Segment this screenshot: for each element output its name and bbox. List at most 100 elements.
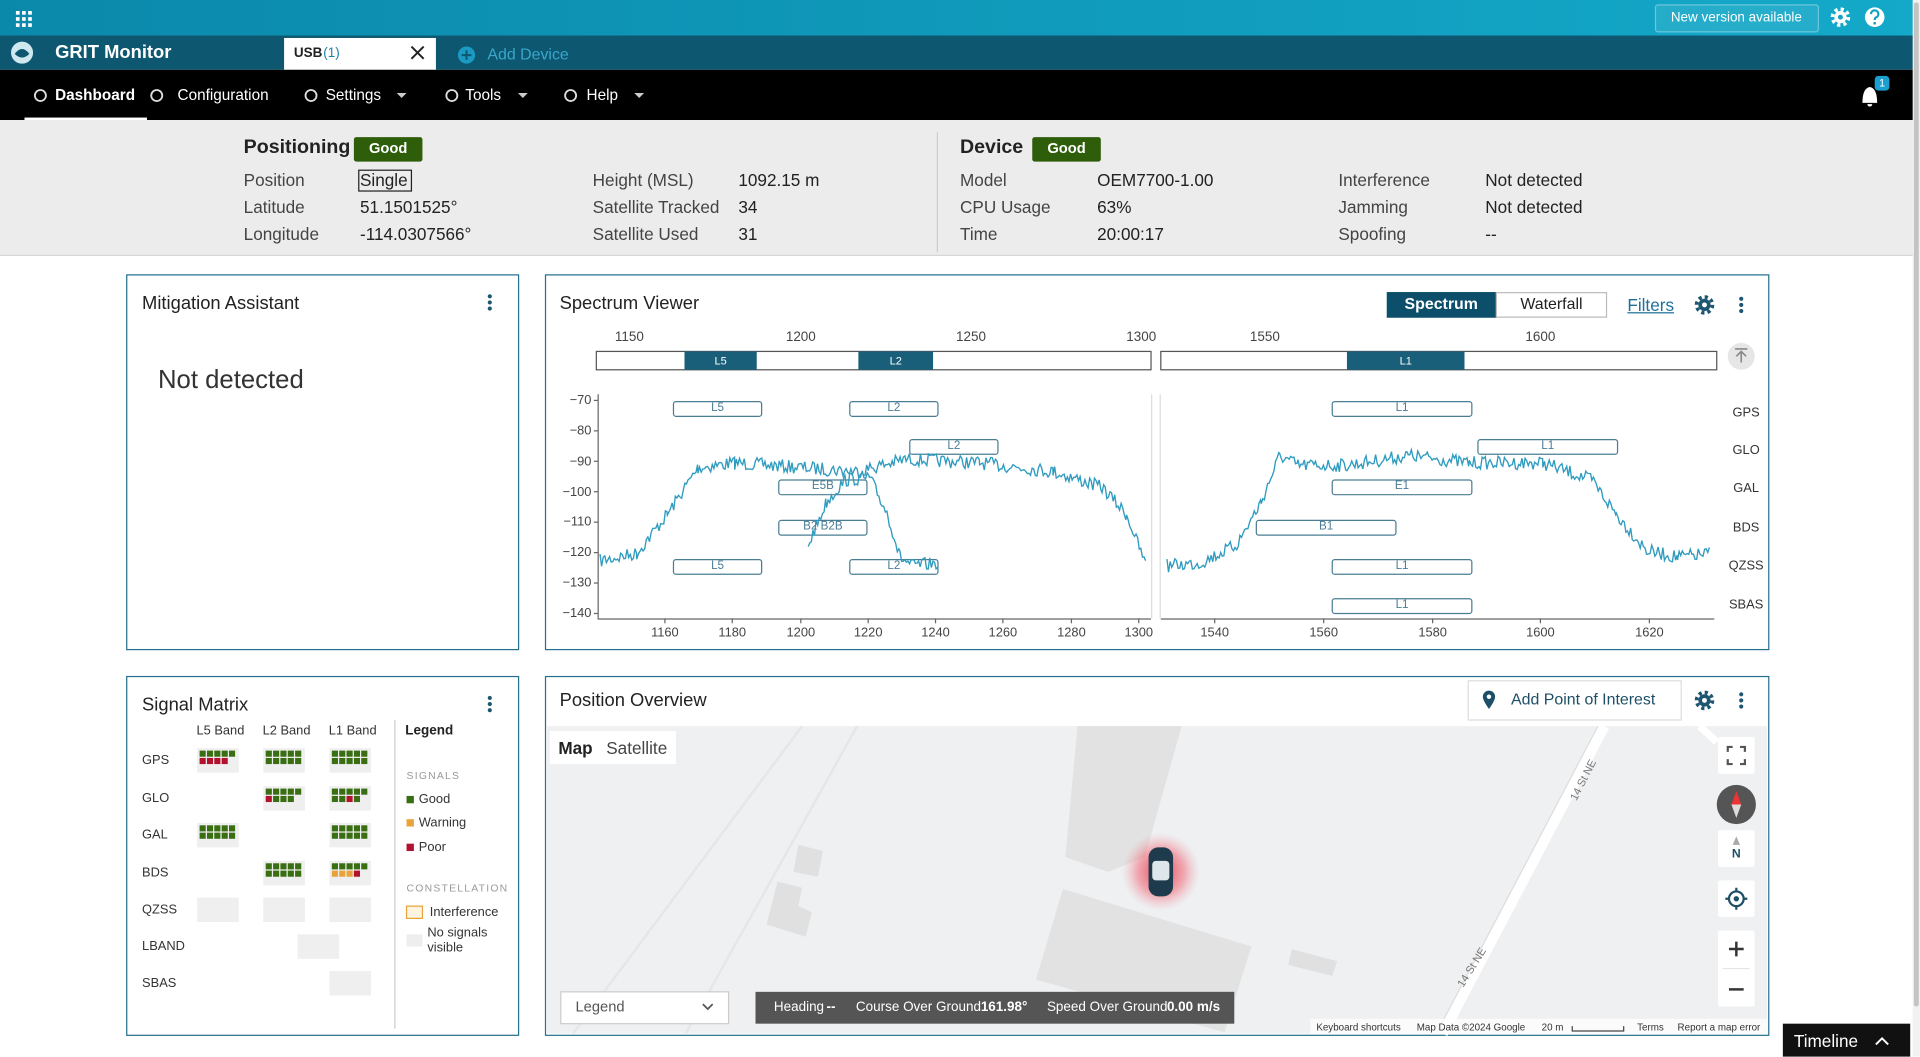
signal-square	[295, 863, 301, 869]
signal-square	[347, 751, 353, 757]
field-label: Satellite Used	[593, 224, 699, 244]
signal-square	[273, 863, 279, 869]
apps-icon-dot[interactable]	[16, 11, 20, 15]
timeline-text[interactable]: Timeline	[1794, 1031, 1858, 1051]
status-title: Device	[960, 137, 1023, 160]
kebab-dot[interactable]	[488, 306, 492, 310]
signal-square	[288, 863, 294, 869]
kebab-dot[interactable]	[1739, 698, 1743, 702]
signal-square	[214, 833, 220, 839]
field-label: Interference	[1338, 170, 1429, 190]
map-type[interactable]: Satellite	[606, 738, 667, 758]
device-tab-name[interactable]: USB	[294, 46, 322, 61]
signal-square	[339, 796, 345, 802]
add-device-text[interactable]: Add Device	[487, 46, 568, 64]
kebab-dot[interactable]	[1739, 297, 1743, 301]
overview-tick: 1550	[1250, 330, 1280, 345]
signal-square	[354, 789, 360, 795]
x-tick-label: 1220	[854, 626, 883, 641]
mode-button-text[interactable]: Spectrum	[1405, 296, 1478, 314]
signal-square	[288, 871, 294, 877]
field-label: Latitude	[244, 197, 305, 217]
device-tab-count[interactable]: (1)	[323, 46, 339, 61]
kebab-dot[interactable]	[488, 696, 492, 700]
mode-button-text[interactable]: Waterfall	[1520, 296, 1582, 314]
kebab-dot[interactable]	[1739, 303, 1743, 307]
band-header: L1 Band	[329, 724, 377, 739]
kebab-dot[interactable]	[1739, 704, 1743, 708]
apps-icon-dot[interactable]	[22, 17, 26, 21]
signal-square	[200, 833, 206, 839]
apps-icon-dot[interactable]	[22, 11, 26, 15]
kebab-dot[interactable]	[488, 708, 492, 712]
signal-square	[222, 833, 228, 839]
gear-hole[interactable]	[1838, 15, 1843, 20]
signal-square	[200, 751, 206, 757]
kebab-dot[interactable]	[1739, 309, 1743, 313]
map-type[interactable]: Map	[558, 738, 592, 758]
gear-hole[interactable]	[1702, 698, 1707, 703]
signal-cell	[197, 898, 239, 922]
field-value: 31	[738, 224, 757, 244]
legend-item: Interference	[430, 905, 499, 920]
overview-tick: 1300	[1126, 330, 1156, 345]
signal-square	[207, 751, 213, 757]
kebab-dot[interactable]	[488, 702, 492, 706]
signal-square	[266, 751, 272, 757]
legend-dropdown-text[interactable]: Legend	[576, 999, 625, 1016]
signal-square	[347, 863, 353, 869]
add-poi-text[interactable]: Add Point of Interest	[1511, 691, 1655, 709]
kebab-dot[interactable]	[1739, 692, 1743, 696]
apps-icon-dot[interactable]	[16, 23, 20, 27]
apps-icon-dot[interactable]	[22, 23, 26, 27]
signal-square	[354, 833, 360, 839]
vehicle-roof	[1152, 861, 1169, 881]
field-value: OEM7700-1.00	[1097, 170, 1213, 190]
map-attribution[interactable]: Keyboard shortcuts	[1316, 1022, 1400, 1033]
overview-tick: 1150	[615, 330, 644, 345]
signal-box-label: E5B	[812, 481, 834, 494]
nav-item[interactable]: Settings	[326, 87, 381, 105]
map-attribution: Map Data ©2024 Google	[1417, 1022, 1526, 1033]
status-badge-text: Good	[369, 141, 407, 158]
nav-item[interactable]: Dashboard	[55, 87, 135, 105]
apps-icon-dot[interactable]	[28, 23, 32, 27]
signal-square	[354, 751, 360, 757]
apps-icon-dot[interactable]	[28, 17, 32, 21]
signal-square	[288, 789, 294, 795]
constellation-label: SBAS	[1729, 598, 1763, 613]
map-attribution[interactable]: Report a map error	[1678, 1022, 1761, 1033]
signal-square	[295, 789, 301, 795]
legend-swatch	[407, 819, 414, 826]
new-version-text[interactable]: New version available	[1671, 11, 1802, 26]
apps-icon-dot[interactable]	[16, 17, 20, 21]
signal-square	[200, 825, 206, 831]
field-value: Not detected	[1485, 197, 1582, 217]
north-label: N	[1732, 848, 1741, 862]
nav-item[interactable]: Help	[587, 87, 618, 105]
map-attribution[interactable]: Terms	[1637, 1022, 1664, 1033]
field-value: Single	[360, 170, 408, 190]
filters-link[interactable]: Filters	[1627, 295, 1674, 315]
overview-band-label: L1	[1400, 355, 1412, 368]
fullscreen-button[interactable]	[1718, 737, 1755, 774]
signal-square	[273, 871, 279, 877]
apps-icon-dot[interactable]	[28, 11, 32, 15]
signal-square	[280, 871, 286, 877]
nav-item[interactable]: Tools	[465, 87, 501, 105]
scrollbar-thumb[interactable]	[1914, 2, 1919, 1006]
nav-active-underline	[24, 118, 146, 120]
kebab-dot[interactable]	[488, 294, 492, 298]
kebab-dot[interactable]	[488, 300, 492, 304]
x-tick-label: 1580	[1418, 626, 1447, 641]
field-label: Jamming	[1338, 197, 1408, 217]
signal-square	[222, 758, 228, 764]
x-tick-label: 1280	[1057, 626, 1086, 641]
nav-item[interactable]: Configuration	[178, 87, 269, 105]
signal-matrix-panel	[127, 677, 519, 1036]
signal-square	[354, 871, 360, 877]
signal-square	[266, 758, 272, 764]
gear-hole[interactable]	[1702, 302, 1707, 307]
field-label: Satellite Tracked	[593, 197, 720, 217]
